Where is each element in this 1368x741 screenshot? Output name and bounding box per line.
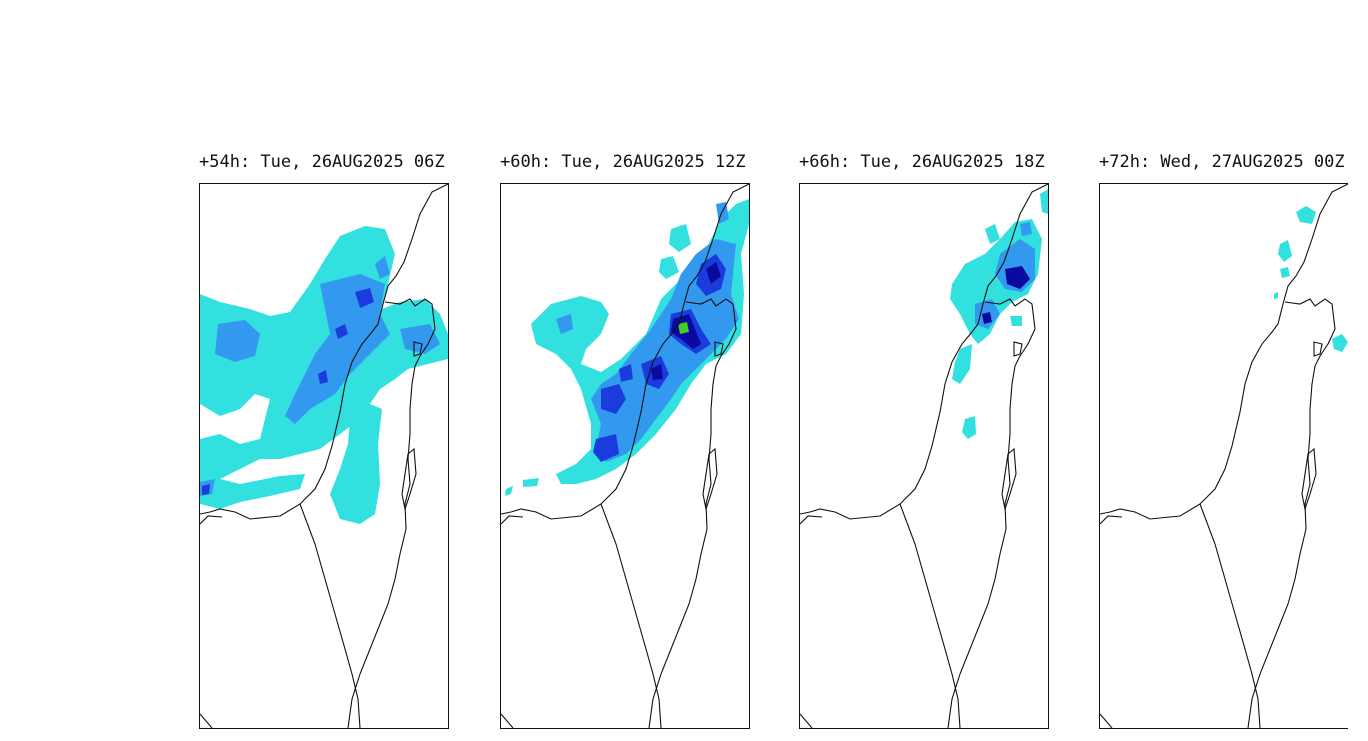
coastline [501,184,749,728]
precip-level-3 [202,288,374,495]
precip-map [199,183,449,729]
panel-title: +66h: Tue, 26AUG2025 18Z [799,152,1045,172]
coastline [200,184,448,728]
panel-title: +54h: Tue, 26AUG2025 06Z [199,152,445,172]
precip-level-5 [678,322,689,334]
panel-title: +72h: Wed, 27AUG2025 00Z [1099,152,1345,172]
precip-level-2 [200,256,440,496]
precip-map [1099,183,1348,729]
precip-field [1274,206,1348,352]
precip-level-2 [556,202,739,462]
precip-map [500,183,750,729]
panel-title: +60h: Tue, 26AUG2025 12Z [500,152,746,172]
precip-map [799,183,1049,729]
coastline [1100,184,1348,728]
precip-level-4 [982,266,1030,324]
coastline [800,184,1048,728]
